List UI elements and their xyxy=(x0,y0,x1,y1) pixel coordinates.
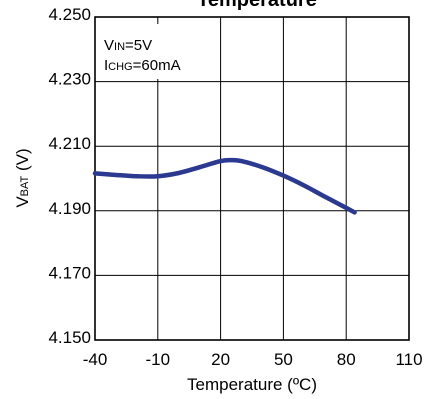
y-tick-label: 4.210 xyxy=(48,134,91,153)
x-axis-label: Temperature (ºC) xyxy=(187,375,317,394)
annotation-box: VIN=5V ICHG=60mA xyxy=(96,24,216,79)
x-axis-ticks: -40 -10 20 50 80 110 xyxy=(83,350,423,369)
y-tick-label: 4.190 xyxy=(48,199,91,218)
chart-title: Temperature xyxy=(197,0,317,11)
y-tick-label: 4.170 xyxy=(48,263,91,282)
x-tick-label: -40 xyxy=(83,350,108,369)
series-line xyxy=(92,157,357,215)
x-tick-label: 50 xyxy=(274,350,293,369)
y-tick-label: 4.150 xyxy=(48,328,91,347)
y-tick-label: 4.230 xyxy=(48,70,91,89)
x-tick-label: 20 xyxy=(211,350,230,369)
x-tick-label: 80 xyxy=(337,350,356,369)
plot-frame xyxy=(94,16,410,341)
series-layer xyxy=(92,157,357,215)
annotation-ichg: ICHG=60mA xyxy=(104,57,181,74)
y-axis-label: VBAT (V) xyxy=(13,148,32,207)
y-tick-label: 4.250 xyxy=(48,5,91,24)
annotation-vin: VIN=5V xyxy=(104,37,152,54)
x-tick-label: 110 xyxy=(395,350,422,369)
y-axis-ticks: 4.150 4.170 4.190 4.210 4.230 4.250 xyxy=(48,5,91,347)
x-tick-label: -10 xyxy=(146,350,171,369)
